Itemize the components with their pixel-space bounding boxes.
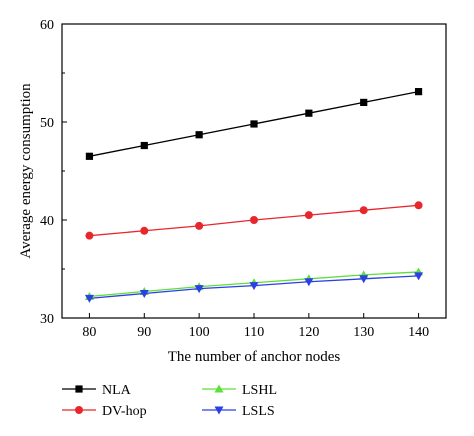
legend-item: NLA xyxy=(62,383,132,398)
legend-label: NLA xyxy=(102,383,132,398)
data-point-dv-hop xyxy=(250,216,258,224)
data-point-dv-hop xyxy=(304,211,313,220)
series-lsls xyxy=(84,272,424,303)
x-tick-label: 100 xyxy=(189,325,210,340)
y-tick-label: 30 xyxy=(40,312,54,327)
legend-label: LSLS xyxy=(242,404,275,419)
data-point-nla xyxy=(250,120,258,128)
series-dv-hop xyxy=(85,201,423,240)
legend-marker xyxy=(75,406,83,414)
data-point-lsls xyxy=(84,294,94,303)
x-tick-label: 110 xyxy=(244,325,264,340)
data-point-lsls xyxy=(304,278,314,287)
data-point-nla xyxy=(414,88,423,96)
legend-marker xyxy=(214,406,224,415)
data-point-nla xyxy=(360,98,368,106)
y-axis-title: Average energy consumption xyxy=(18,83,34,259)
data-point-nla xyxy=(140,141,148,150)
y-tick-label: 50 xyxy=(40,116,54,131)
x-tick-label: 140 xyxy=(408,325,429,340)
y-axis: 30 40 50 60 xyxy=(40,18,67,327)
data-point-nla xyxy=(195,131,203,139)
data-point-dv-hop xyxy=(85,231,94,240)
data-point-nla xyxy=(85,152,94,160)
data-point-lsls xyxy=(359,275,369,284)
data-point-dv-hop xyxy=(414,201,423,210)
legend-item: LSHL xyxy=(202,383,277,398)
data-point-lsls xyxy=(414,272,424,281)
series-nla xyxy=(85,88,423,160)
data-point-dv-hop xyxy=(195,221,204,230)
x-tick-label: 130 xyxy=(353,325,374,340)
x-axis-title: The number of anchor nodes xyxy=(168,349,341,365)
data-point-lsls xyxy=(139,290,149,298)
legend-label: DV-hop xyxy=(102,404,147,419)
series-layer xyxy=(84,88,424,303)
legend-marker xyxy=(214,384,224,393)
y-tick-label: 40 xyxy=(40,214,54,229)
x-tick-label: 80 xyxy=(82,325,96,340)
legend-item: DV-hop xyxy=(62,404,147,419)
legend: NLA DV-hop LSHL LSLS xyxy=(62,383,277,419)
legend-marker xyxy=(75,385,83,393)
y-tick-label: 60 xyxy=(40,18,54,33)
data-point-lsls xyxy=(249,282,259,291)
data-point-nla xyxy=(305,109,313,117)
data-point-lsls xyxy=(194,285,204,294)
x-tick-label: 90 xyxy=(137,325,151,340)
x-axis: 80 90 100 110 120 130 140 xyxy=(82,313,429,340)
data-point-dv-hop xyxy=(140,226,149,235)
legend-label: LSHL xyxy=(242,383,277,398)
data-point-dv-hop xyxy=(359,206,368,215)
plot-area: 80 90 100 110 120 130 140 30 40 50 60 xyxy=(40,18,447,340)
x-tick-label: 120 xyxy=(298,325,319,340)
legend-item: LSLS xyxy=(202,404,275,419)
